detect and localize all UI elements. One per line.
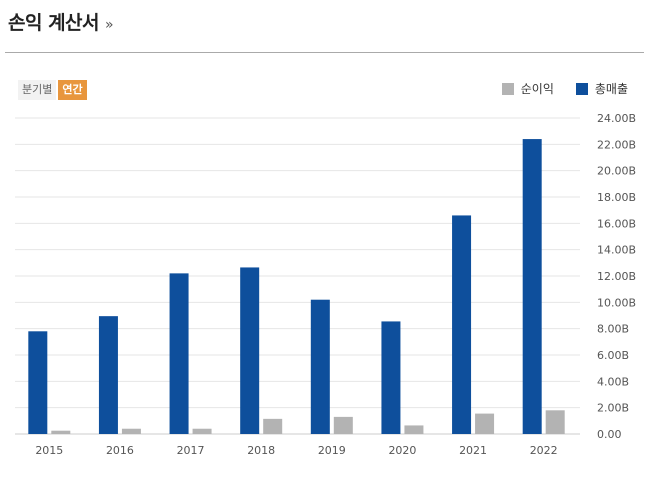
chart-legend: 순이익 총매출	[480, 80, 628, 97]
bar-net-income	[263, 418, 283, 434]
y-tick-label: 12.00B	[597, 270, 636, 283]
y-tick-label: 14.00B	[597, 244, 636, 257]
y-tick-label: 10.00B	[597, 296, 636, 309]
bar-net-income	[51, 430, 71, 434]
bar-net-income	[192, 428, 212, 434]
x-tick-label: 2016	[106, 444, 134, 457]
section-header: 손익 계산서 »	[8, 8, 114, 36]
legend-item-net-income[interactable]: 순이익	[501, 80, 554, 97]
x-tick-label: 2019	[318, 444, 346, 457]
x-tick-label: 2022	[530, 444, 558, 457]
bar-revenue	[452, 215, 472, 434]
bar-revenue	[169, 273, 189, 434]
x-tick-label: 2020	[388, 444, 416, 457]
bar-net-income	[333, 416, 353, 434]
bar-net-income	[121, 428, 141, 434]
section-title: 손익 계산서	[8, 12, 100, 34]
x-tick-label: 2015	[35, 444, 63, 457]
bar-net-income	[545, 410, 565, 434]
legend-swatch-revenue	[575, 82, 588, 95]
x-tick-label: 2017	[177, 444, 205, 457]
bar-net-income	[475, 413, 495, 434]
y-tick-label: 16.00B	[597, 217, 636, 230]
y-tick-label: 6.00B	[597, 349, 629, 362]
y-tick-label: 8.00B	[597, 323, 629, 336]
bar-revenue	[381, 321, 401, 434]
annual-tab[interactable]: 연간	[58, 80, 87, 100]
y-tick-label: 22.00B	[597, 138, 636, 151]
bar-revenue	[522, 139, 542, 435]
legend-item-revenue[interactable]: 총매출	[575, 80, 628, 97]
x-tick-label: 2018	[247, 444, 275, 457]
y-tick-label: 24.00B	[597, 112, 636, 125]
bar-revenue	[310, 299, 330, 434]
legend-label-net-income: 순이익	[520, 82, 554, 96]
legend-label-revenue: 총매출	[594, 82, 628, 96]
y-tick-label: 0.00	[597, 428, 622, 441]
header-divider	[5, 52, 644, 53]
quarterly-tab[interactable]: 분기별	[18, 80, 57, 100]
bar-revenue	[28, 331, 48, 434]
more-link[interactable]: »	[105, 17, 114, 33]
legend-swatch-net-income	[501, 82, 514, 95]
bar-revenue	[240, 267, 260, 434]
period-toggle: 분기별 연간	[18, 80, 87, 100]
y-tick-label: 20.00B	[597, 165, 636, 178]
x-tick-label: 2021	[459, 444, 487, 457]
bar-revenue	[98, 316, 118, 434]
y-tick-label: 2.00B	[597, 402, 629, 415]
y-tick-label: 18.00B	[597, 191, 636, 204]
y-tick-label: 4.00B	[597, 375, 629, 388]
bar-net-income	[404, 425, 424, 434]
